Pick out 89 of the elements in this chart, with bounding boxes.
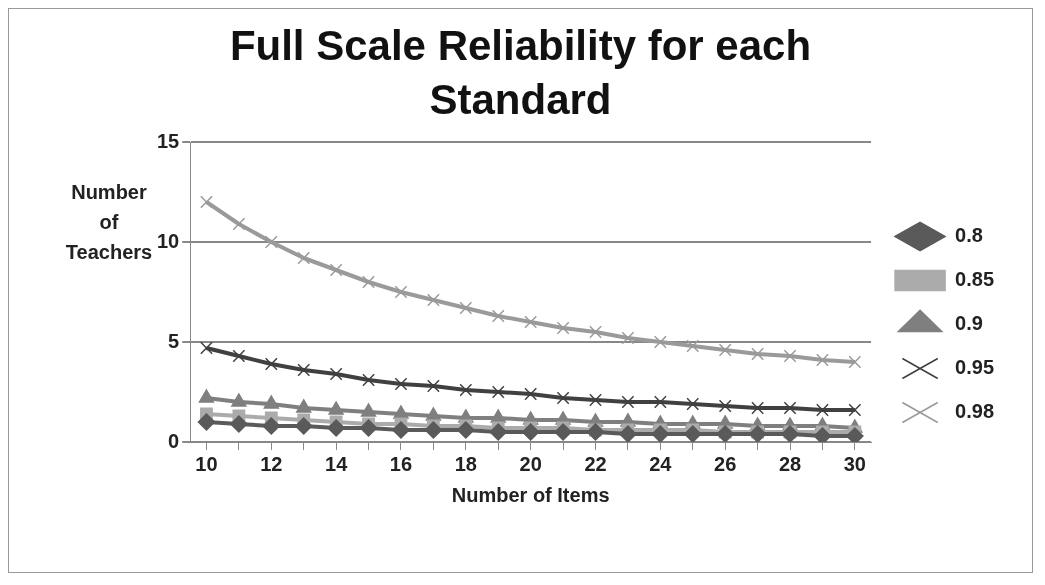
point	[426, 293, 440, 307]
point	[296, 399, 312, 413]
y-axis-title: Number of Teachers	[64, 180, 154, 265]
point	[848, 403, 862, 417]
point	[297, 363, 311, 377]
y-tick-label: 10	[157, 229, 180, 252]
chart-title: Full Scale Reliability for each Standard	[228, 21, 813, 125]
point	[589, 325, 602, 339]
point	[200, 195, 213, 209]
point	[362, 275, 375, 289]
point	[262, 417, 281, 435]
point	[621, 395, 635, 409]
point	[393, 405, 409, 419]
point	[783, 349, 797, 363]
point	[359, 419, 378, 437]
x-axis-title: Number of Items	[451, 483, 610, 506]
point	[327, 419, 345, 437]
point	[263, 395, 279, 409]
point	[521, 423, 540, 441]
point	[554, 423, 572, 441]
point	[686, 397, 700, 411]
point	[459, 383, 473, 397]
x-tick-label: 20	[519, 452, 542, 475]
point	[459, 301, 473, 315]
point	[392, 421, 410, 439]
point	[362, 373, 375, 387]
point	[684, 425, 702, 442]
point	[489, 423, 507, 441]
x-tick-label: 30	[843, 452, 866, 475]
point	[425, 407, 442, 421]
y-tick-label: 15	[157, 129, 180, 152]
legend-label: 0.98	[955, 400, 995, 423]
point	[264, 235, 278, 249]
point	[524, 315, 538, 329]
point	[653, 395, 667, 409]
x-tick-label: 28	[778, 452, 802, 475]
point	[653, 335, 667, 349]
point	[394, 285, 408, 299]
point	[751, 401, 765, 415]
point	[232, 349, 246, 363]
point	[589, 393, 602, 407]
point	[848, 355, 862, 369]
point	[524, 387, 538, 401]
point	[328, 401, 344, 415]
x-tick-label: 10	[195, 452, 218, 475]
point	[297, 251, 311, 265]
point	[621, 331, 635, 345]
point	[457, 421, 475, 439]
legend-label: 0.9	[955, 312, 983, 335]
point	[360, 403, 377, 417]
point	[231, 393, 247, 407]
x-tick-label: 12	[260, 452, 283, 475]
point	[491, 385, 505, 399]
point	[586, 423, 605, 441]
x-tick-label: 24	[649, 452, 673, 475]
point	[197, 413, 216, 431]
legend-label: 0.8	[955, 224, 983, 247]
point	[329, 263, 343, 277]
point	[424, 421, 443, 439]
point	[651, 425, 670, 442]
point	[394, 377, 408, 391]
x-tick-label: 26	[714, 452, 737, 475]
x-tick-label: 18	[454, 452, 477, 475]
point	[556, 391, 570, 405]
point	[718, 343, 732, 357]
point	[491, 309, 505, 323]
x-tick-label: 14	[325, 452, 349, 475]
point	[490, 409, 506, 423]
point	[426, 379, 440, 393]
x-tick-label: 16	[389, 452, 413, 475]
point	[230, 415, 248, 433]
legend-label: 0.85	[955, 268, 995, 291]
point	[200, 341, 213, 355]
point	[198, 389, 215, 403]
y-tick-label: 5	[168, 329, 180, 352]
point	[264, 357, 278, 371]
point	[686, 339, 700, 353]
legend-label: 0.95	[955, 356, 995, 379]
point	[751, 347, 765, 361]
point	[816, 403, 829, 417]
point	[619, 425, 637, 442]
point	[718, 399, 732, 413]
point	[294, 417, 313, 435]
y-tick-label: 0	[168, 429, 180, 452]
point	[556, 321, 570, 335]
point	[329, 367, 343, 381]
point	[783, 401, 797, 415]
point	[816, 353, 829, 367]
x-tick-label: 22	[584, 452, 607, 475]
